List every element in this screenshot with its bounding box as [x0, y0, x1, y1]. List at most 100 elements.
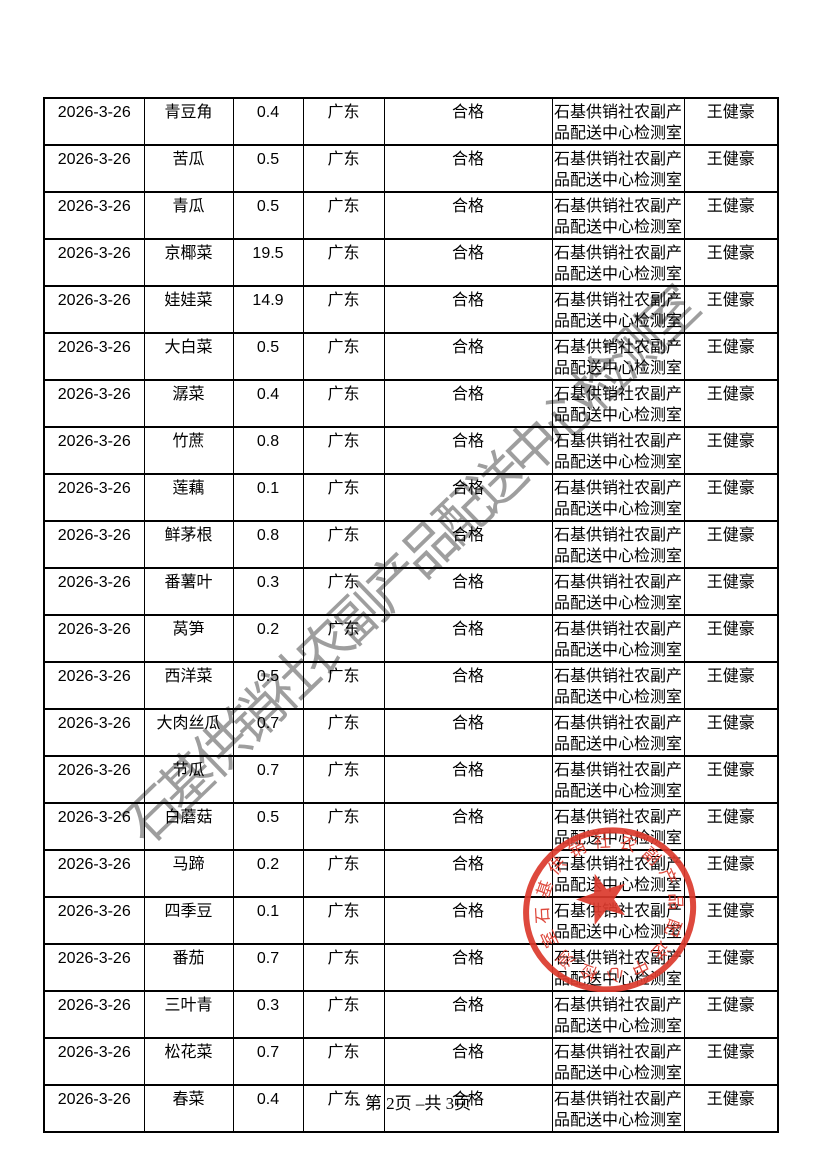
cell-origin: 广东 — [302, 97, 385, 146]
cell-inspector-name: 王健豪 — [683, 473, 779, 522]
cell-inspector-name: 王健豪 — [683, 990, 779, 1039]
cell-product-name: 青瓜 — [143, 191, 234, 240]
cell-sample-date: 2026-3-26 — [43, 191, 145, 240]
cell-test-value: 0.5 — [232, 191, 304, 240]
table-row: 2026-3-26 番茄 0.7 广东 合格 石基供销社农副产品配送中心检测室 … — [43, 943, 779, 992]
table-row: 2026-3-26 青瓜 0.5 广东 合格 石基供销社农副产品配送中心检测室 … — [43, 191, 779, 240]
cell-origin: 广东 — [302, 802, 385, 851]
cell-origin: 广东 — [302, 990, 385, 1039]
cell-result: 合格 — [383, 1037, 553, 1086]
cell-result: 合格 — [383, 426, 553, 475]
cell-sample-date: 2026-3-26 — [43, 990, 145, 1039]
cell-product-name: 大肉丝瓜 — [143, 708, 234, 757]
cell-inspector-name: 王健豪 — [683, 379, 779, 428]
cell-origin: 广东 — [302, 661, 385, 710]
cell-result: 合格 — [383, 238, 553, 287]
cell-inspector-name: 王健豪 — [683, 285, 779, 334]
cell-product-name: 竹蔗 — [143, 426, 234, 475]
cell-origin: 广东 — [302, 332, 385, 381]
cell-sample-date: 2026-3-26 — [43, 144, 145, 193]
table-row: 2026-3-26 竹蔗 0.8 广东 合格 石基供销社农副产品配送中心检测室 … — [43, 426, 779, 475]
cell-result: 合格 — [383, 567, 553, 616]
cell-result: 合格 — [383, 614, 553, 663]
cell-origin: 广东 — [302, 896, 385, 945]
cell-testing-lab: 石基供销社农副产品配送中心检测室 — [551, 1037, 685, 1086]
cell-product-name: 鲜茅根 — [143, 520, 234, 569]
cell-test-value: 0.2 — [232, 614, 304, 663]
cell-product-name: 青豆角 — [143, 97, 234, 146]
cell-testing-lab: 石基供销社农副产品配送中心检测室 — [551, 144, 685, 193]
cell-testing-lab: 石基供销社农副产品配送中心检测室 — [551, 97, 685, 146]
cell-origin: 广东 — [302, 426, 385, 475]
cell-inspector-name: 王健豪 — [683, 426, 779, 475]
cell-sample-date: 2026-3-26 — [43, 755, 145, 804]
cell-test-value: 0.7 — [232, 943, 304, 992]
cell-result: 合格 — [383, 943, 553, 992]
cell-test-value: 0.5 — [232, 802, 304, 851]
cell-test-value: 0.4 — [232, 379, 304, 428]
cell-origin: 广东 — [302, 614, 385, 663]
table-row: 2026-3-26 苦瓜 0.5 广东 合格 石基供销社农副产品配送中心检测室 … — [43, 144, 779, 193]
table-row: 2026-3-26 西洋菜 0.5 广东 合格 石基供销社农副产品配送中心检测室… — [43, 661, 779, 710]
cell-testing-lab: 石基供销社农副产品配送中心检测室 — [551, 426, 685, 475]
cell-sample-date: 2026-3-26 — [43, 238, 145, 287]
cell-product-name: 莲藕 — [143, 473, 234, 522]
table-row: 2026-3-26 青豆角 0.4 广东 合格 石基供销社农副产品配送中心检测室… — [43, 97, 779, 146]
table-row: 2026-3-26 番薯叶 0.3 广东 合格 石基供销社农副产品配送中心检测室… — [43, 567, 779, 616]
table-row: 2026-3-26 松花菜 0.7 广东 合格 石基供销社农副产品配送中心检测室… — [43, 1037, 779, 1086]
cell-result: 合格 — [383, 990, 553, 1039]
cell-origin: 广东 — [302, 567, 385, 616]
cell-test-value: 0.5 — [232, 332, 304, 381]
cell-inspector-name: 王健豪 — [683, 708, 779, 757]
table-row: 2026-3-26 潺菜 0.4 广东 合格 石基供销社农副产品配送中心检测室 … — [43, 379, 779, 428]
table-row: 2026-3-26 马蹄 0.2 广东 合格 石基供销社农副产品配送中心检测室 … — [43, 849, 779, 898]
cell-inspector-name: 王健豪 — [683, 97, 779, 146]
table-row: 2026-3-26 鲜茅根 0.8 广东 合格 石基供销社农副产品配送中心检测室… — [43, 520, 779, 569]
cell-origin: 广东 — [302, 708, 385, 757]
cell-result: 合格 — [383, 661, 553, 710]
cell-test-value: 0.7 — [232, 708, 304, 757]
cell-origin: 广东 — [302, 520, 385, 569]
cell-origin: 广东 — [302, 144, 385, 193]
table-row: 2026-3-26 春菜 0.4 广东 合格 石基供销社农副产品配送中心检测室 … — [43, 1084, 779, 1133]
cell-test-value: 0.1 — [232, 473, 304, 522]
cell-sample-date: 2026-3-26 — [43, 708, 145, 757]
cell-test-value: 0.1 — [232, 896, 304, 945]
cell-inspector-name: 王健豪 — [683, 849, 779, 898]
cell-product-name: 春菜 — [143, 1084, 234, 1133]
cell-product-name: 西洋菜 — [143, 661, 234, 710]
cell-testing-lab: 石基供销社农副产品配送中心检测室 — [551, 238, 685, 287]
inspection-results-table: 2026-3-26 青豆角 0.4 广东 合格 石基供销社农副产品配送中心检测室… — [43, 97, 779, 1133]
cell-result: 合格 — [383, 97, 553, 146]
cell-origin: 广东 — [302, 1037, 385, 1086]
cell-sample-date: 2026-3-26 — [43, 285, 145, 334]
cell-product-name: 大白菜 — [143, 332, 234, 381]
cell-inspector-name: 王健豪 — [683, 614, 779, 663]
cell-inspector-name: 王健豪 — [683, 238, 779, 287]
cell-inspector-name: 王健豪 — [683, 191, 779, 240]
cell-testing-lab: 石基供销社农副产品配送中心检测室 — [551, 661, 685, 710]
cell-inspector-name: 王健豪 — [683, 332, 779, 381]
cell-product-name: 潺菜 — [143, 379, 234, 428]
table-row: 2026-3-26 大肉丝瓜 0.7 广东 合格 石基供销社农副产品配送中心检测… — [43, 708, 779, 757]
cell-sample-date: 2026-3-26 — [43, 614, 145, 663]
cell-product-name: 四季豆 — [143, 896, 234, 945]
cell-sample-date: 2026-3-26 — [43, 473, 145, 522]
cell-result: 合格 — [383, 473, 553, 522]
cell-test-value: 0.3 — [232, 990, 304, 1039]
cell-product-name: 马蹄 — [143, 849, 234, 898]
table-row: 2026-3-26 京椰菜 19.5 广东 合格 石基供销社农副产品配送中心检测… — [43, 238, 779, 287]
cell-result: 合格 — [383, 708, 553, 757]
cell-product-name: 番茄 — [143, 943, 234, 992]
cell-sample-date: 2026-3-26 — [43, 332, 145, 381]
cell-product-name: 莴笋 — [143, 614, 234, 663]
cell-origin: 广东 — [302, 943, 385, 992]
cell-product-name: 松花菜 — [143, 1037, 234, 1086]
cell-sample-date: 2026-3-26 — [43, 943, 145, 992]
cell-testing-lab: 石基供销社农副产品配送中心检测室 — [551, 285, 685, 334]
cell-test-value: 14.9 — [232, 285, 304, 334]
cell-test-value: 19.5 — [232, 238, 304, 287]
cell-testing-lab: 石基供销社农副产品配送中心检测室 — [551, 849, 685, 898]
cell-inspector-name: 王健豪 — [683, 755, 779, 804]
